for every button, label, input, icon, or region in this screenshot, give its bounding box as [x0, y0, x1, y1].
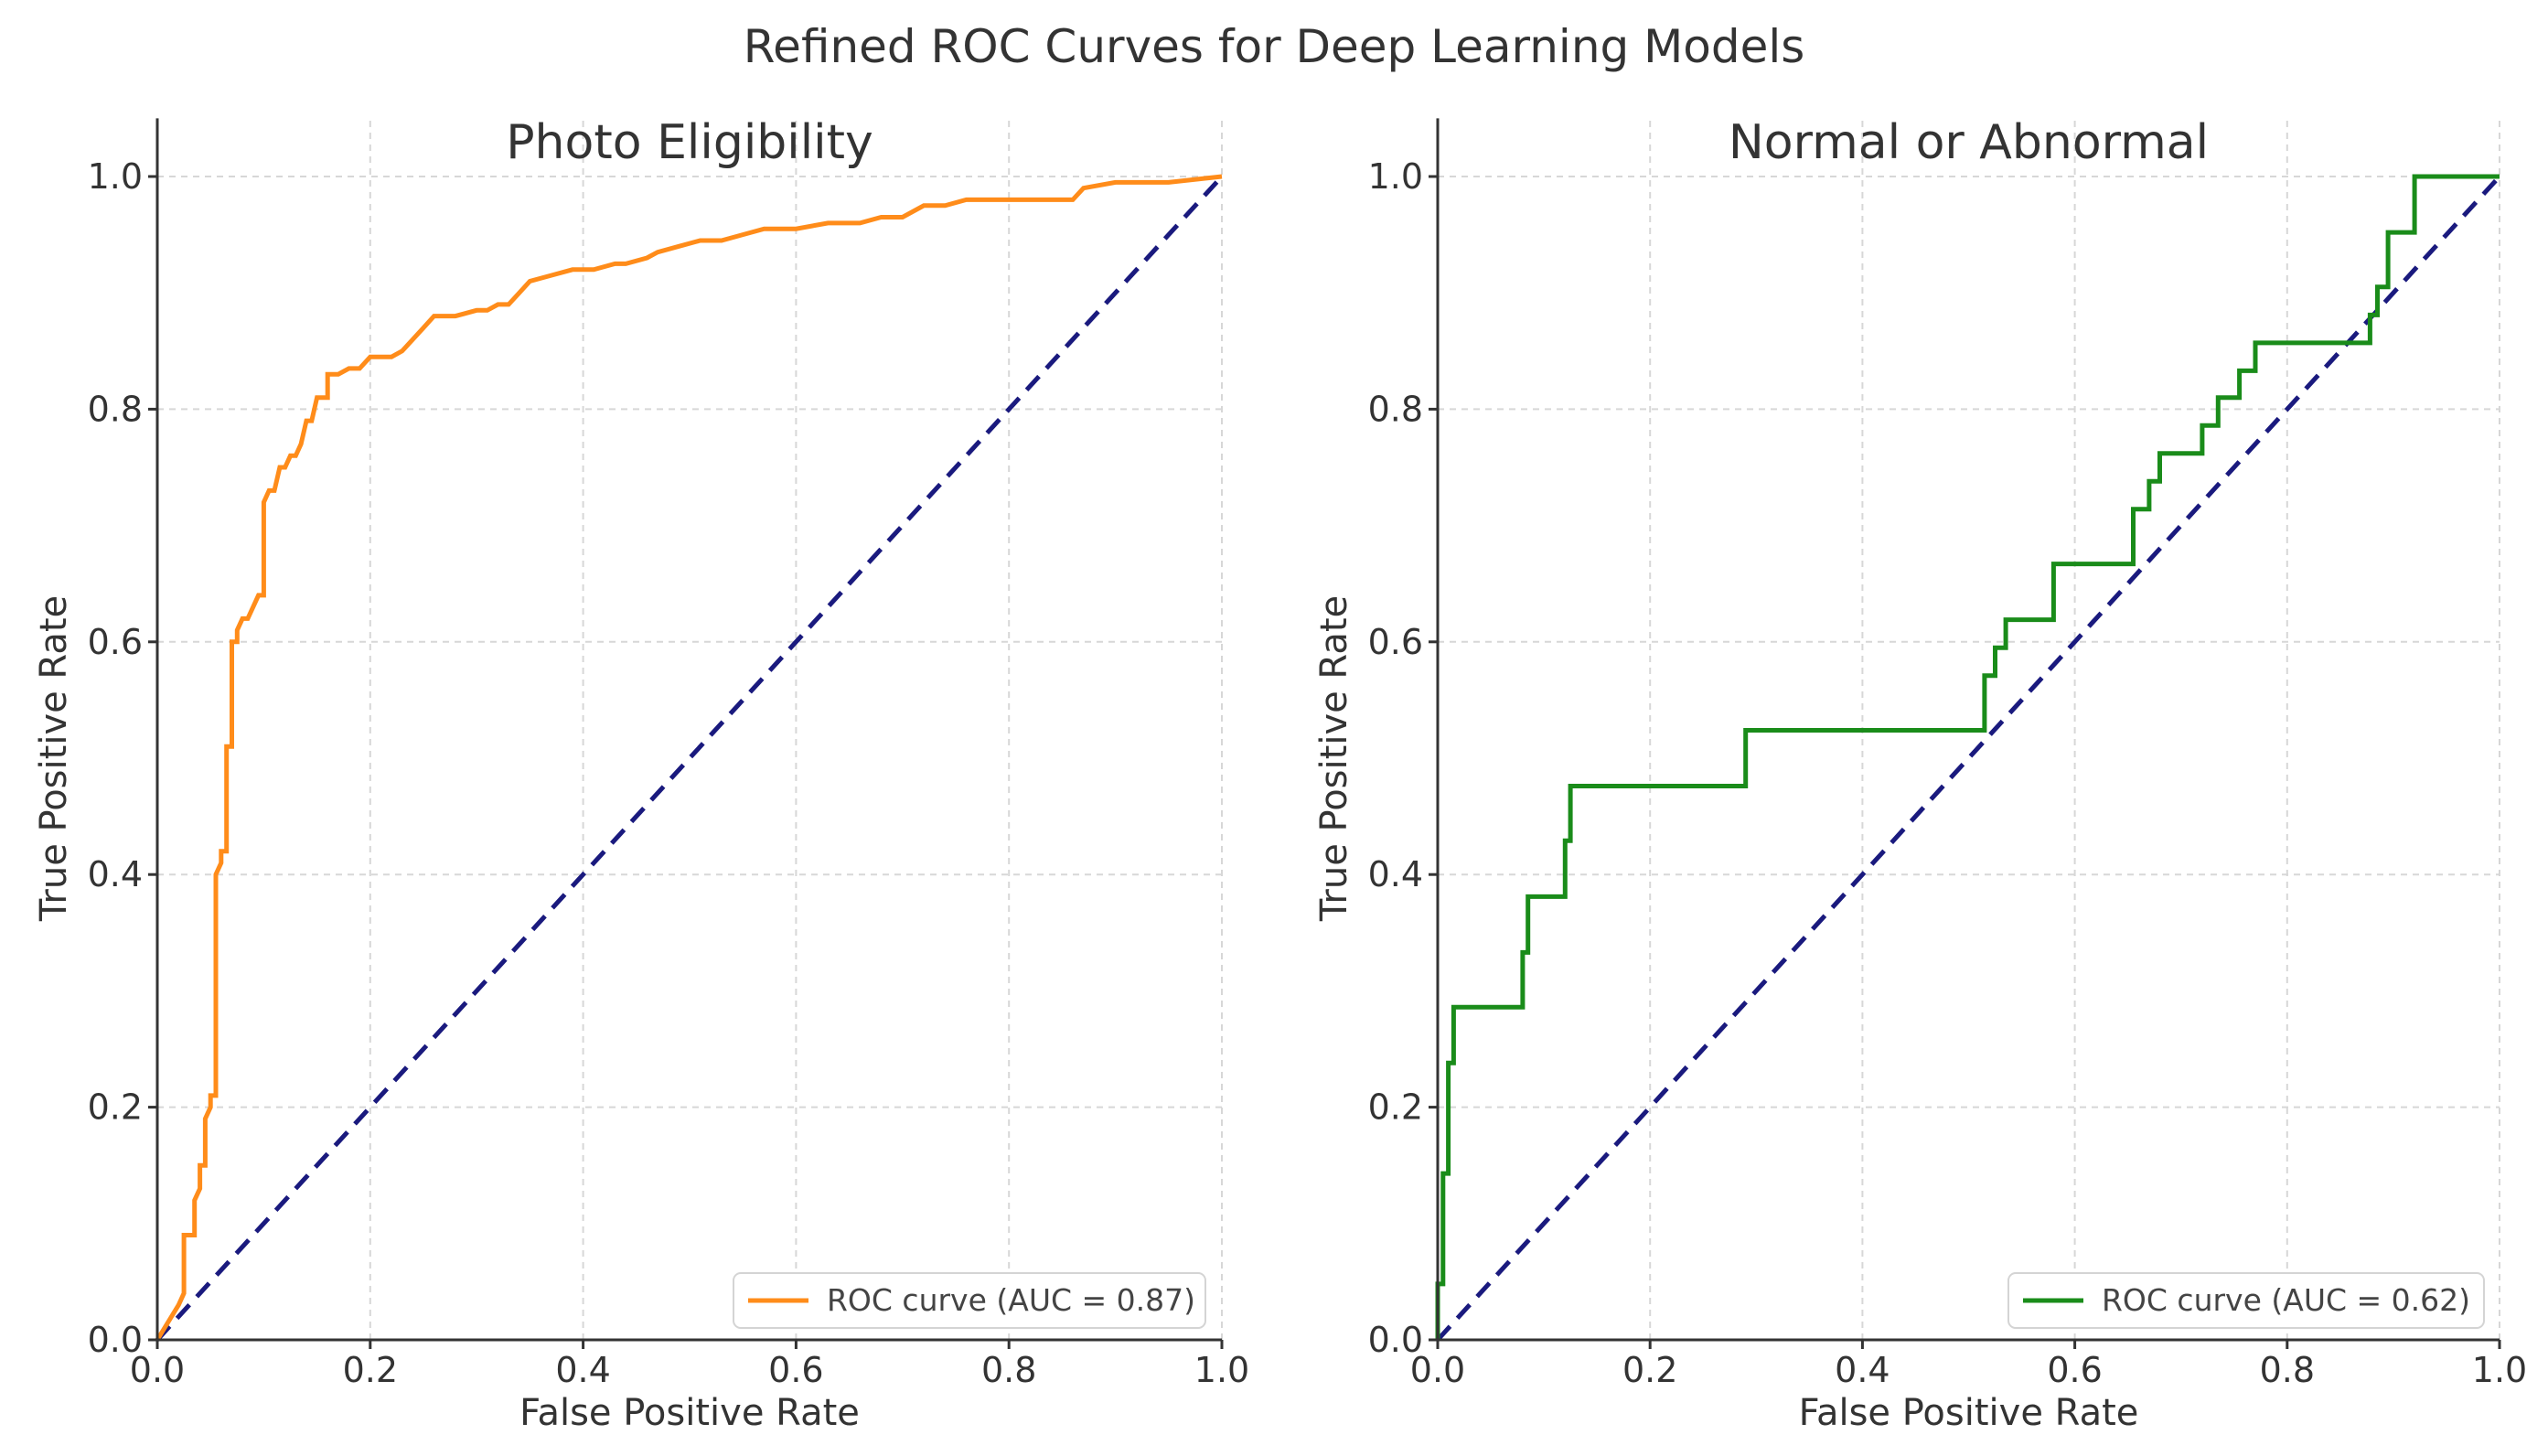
legend: ROC curve (AUC = 0.87) [733, 1272, 1206, 1329]
legend: ROC curve (AUC = 0.62) [2007, 1272, 2485, 1329]
legend-label: ROC curve (AUC = 0.87) [827, 1282, 1195, 1318]
x-axis-label: False Positive Rate [1799, 1392, 2139, 1434]
y-tick-label: 0.4 [1368, 854, 1423, 894]
y-tick-label: 1.0 [88, 156, 143, 197]
legend-label: ROC curve (AUC = 0.62) [2102, 1282, 2470, 1318]
roc-curve-line [1435, 174, 2500, 1340]
y-tick-label: 0.0 [1368, 1320, 1423, 1360]
chance-diagonal-line [155, 175, 1224, 1342]
legend-box [2007, 1272, 2485, 1329]
y-tick-label: 0.2 [88, 1087, 143, 1128]
x-tick-label: 0.2 [1622, 1350, 1677, 1390]
y-tick-label: 0.8 [88, 389, 143, 429]
x-tick-label: 1.0 [1194, 1350, 1249, 1390]
y-tick-label: 1.0 [1368, 156, 1423, 197]
panel-normal-or-abnormal: 0.0 0.2 0.4 0.6 0.8 1.0 0.0 0.2 0.4 0.6 0.8 1.0 Norm… [1313, 115, 2527, 1434]
figure-title: Refined ROC Curves for Deep Learning Mod… [744, 20, 1805, 73]
legend-box [733, 1272, 1206, 1329]
x-tick-label: 0.6 [768, 1350, 823, 1390]
x-tick-label: 0.6 [2047, 1350, 2102, 1390]
y-tick-label: 0.0 [88, 1320, 143, 1360]
chance-diagonal-line [1436, 175, 2501, 1342]
y-tick-label: 0.6 [1368, 622, 1423, 662]
panel-title-photo-eligibility: Photo Eligibility [506, 115, 873, 170]
y-tick-label: 0.4 [88, 854, 143, 894]
x-tick-label: 0.8 [2260, 1350, 2315, 1390]
y-tick-label: 0.8 [1368, 389, 1423, 429]
x-tick-label: 0.2 [343, 1350, 398, 1390]
x-tick-label: 0.4 [555, 1350, 610, 1390]
x-tick-label: 0.0 [130, 1350, 185, 1390]
y-axis-label: True Positive Rate [1313, 595, 1355, 922]
y-tick-label: 0.6 [88, 622, 143, 662]
panel-title-normal-or-abnormal: Normal or Abnormal [1729, 115, 2209, 170]
x-tick-label: 0.8 [981, 1350, 1036, 1390]
roc-curve-line [155, 174, 1223, 1342]
y-tick-label: 0.2 [1368, 1087, 1423, 1128]
panel-photo-eligibility: 0.0 0.2 0.4 0.6 0.8 1.0 0.0 0.2 0.4 0.6 0.8 1.0 Phot… [33, 115, 1249, 1434]
x-tick-label: 1.0 [2472, 1350, 2527, 1390]
x-tick-label: 0.0 [1410, 1350, 1465, 1390]
x-axis-label: False Positive Rate [519, 1392, 860, 1434]
x-tick-label: 0.4 [1835, 1350, 1890, 1390]
y-axis-label: True Positive Rate [33, 595, 75, 922]
